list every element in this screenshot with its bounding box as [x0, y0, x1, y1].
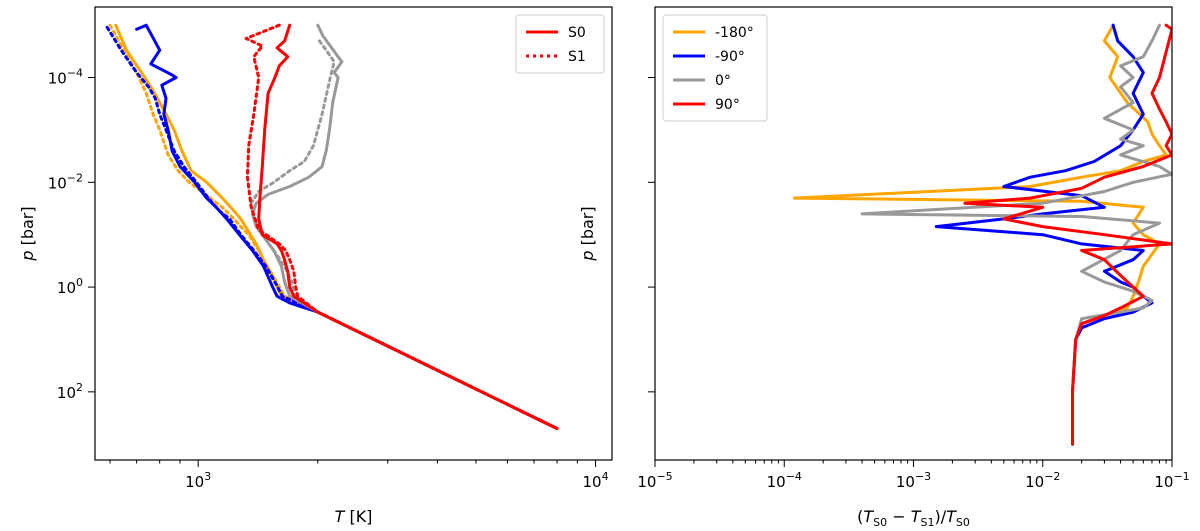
series-line-1 — [934, 23, 1154, 446]
series-line-7 — [244, 23, 559, 430]
x-tick-label-2: 10−3 — [896, 470, 931, 491]
legend-label-0: -180° — [715, 25, 754, 41]
legend-frame — [662, 14, 768, 122]
x-axis-label: (TS0 − TS1)/TS0 — [857, 507, 970, 529]
series-group — [105, 23, 559, 430]
left-panel-temperature-profile: 103 104 10−4 10−2 100 102 T [K] p [bar] S0 S1 — [18, 6, 613, 526]
series-line-4 — [251, 23, 559, 430]
y-axis-label: p [bar] — [578, 206, 597, 261]
series-line-3 — [963, 23, 1172, 446]
x-tick-label-1: 10−4 — [767, 470, 802, 491]
x-tick-label-0: 103 — [185, 470, 211, 491]
legend-frame — [515, 14, 605, 74]
legend-label-0: S0 — [568, 25, 586, 41]
legend-label-2: 0° — [715, 73, 731, 89]
y-axis-label: p [bar] — [18, 206, 37, 261]
x-axis-label: T [K] — [335, 507, 373, 526]
x-tick-label-0: 10−5 — [637, 470, 672, 491]
y-tick-label-0: 10−4 — [48, 67, 83, 88]
series-line-2 — [860, 23, 1172, 446]
legend-label-1: -90° — [715, 49, 745, 65]
y-tick-label-3: 102 — [57, 381, 83, 402]
y-tick-label-2: 100 — [57, 276, 83, 297]
x-tick-label-1: 104 — [583, 470, 609, 491]
right-panel-relative-difference: 10−5 10−4 10−3 10−2 10−1 (TS0 − TS1)/TS0 p [ba… — [578, 6, 1190, 529]
series-line-6 — [257, 23, 559, 430]
legend: S0 S1 — [515, 14, 605, 74]
plot-frame — [654, 6, 1173, 461]
y-tick-label-1: 10−2 — [48, 171, 83, 192]
series-line-1 — [108, 23, 559, 430]
series-line-5 — [249, 39, 559, 430]
x-tick-label-3: 10−2 — [1025, 470, 1060, 491]
plot-frame — [94, 6, 613, 461]
series-line-2 — [135, 23, 559, 430]
legend: -180° -90° 0° 90° — [662, 14, 768, 122]
series-line-3 — [105, 25, 559, 430]
legend-label-1: S1 — [568, 49, 586, 65]
series-group — [793, 23, 1172, 446]
x-tick-label-4: 10−1 — [1154, 470, 1189, 491]
legend-label-3: 90° — [715, 97, 740, 113]
